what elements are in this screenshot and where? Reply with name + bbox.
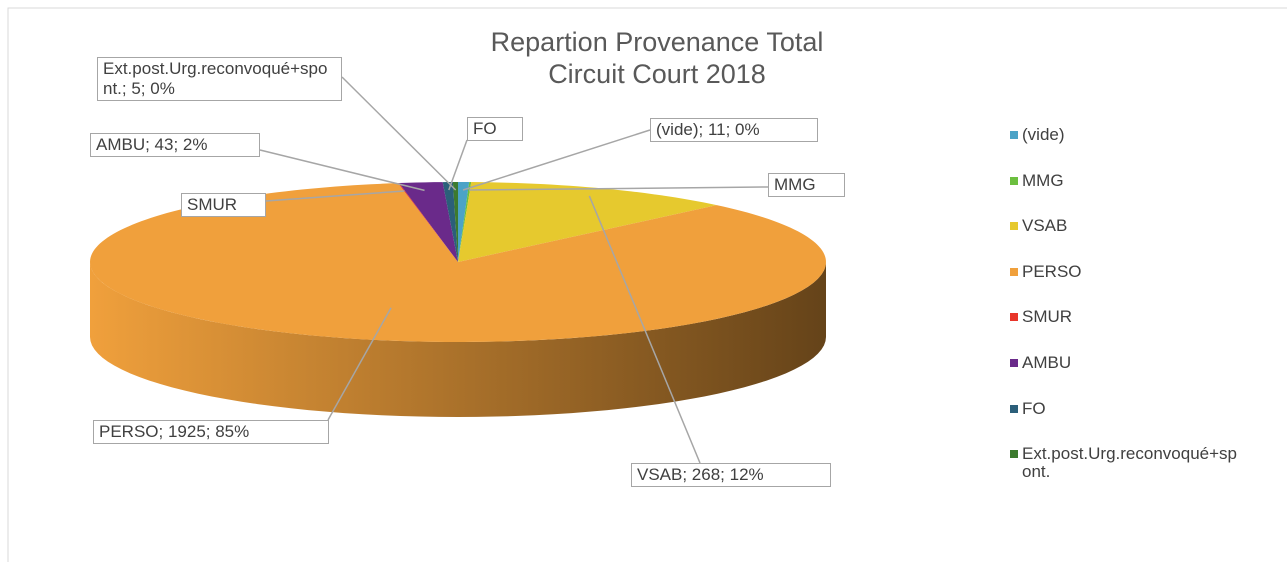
leader-line xyxy=(588,195,701,464)
legend-item: (vide) xyxy=(1010,126,1280,144)
legend-item: SMUR xyxy=(1010,308,1280,326)
legend-item: AMBU xyxy=(1010,354,1280,372)
pie-side xyxy=(90,262,826,417)
legend-swatch xyxy=(1010,313,1018,322)
legend-item: VSAB xyxy=(1010,217,1280,235)
legend-label: PERSO xyxy=(1022,261,1082,281)
leader-line xyxy=(448,139,468,191)
pie-slice xyxy=(442,182,458,262)
legend-label: VSAB xyxy=(1022,216,1068,236)
legend-item: MMG xyxy=(1010,170,1280,190)
chart-title: Repartion Provenance Total Circuit Court… xyxy=(490,27,824,89)
pie-slice xyxy=(458,182,717,262)
data-label: PERSO; 1925; 85% xyxy=(93,420,329,444)
legend-label: (vide) xyxy=(1022,125,1065,144)
data-label: SMUR xyxy=(181,193,266,217)
legend-item: FO xyxy=(1010,398,1280,418)
legend-swatch xyxy=(1010,404,1018,413)
leader-line xyxy=(259,149,425,192)
data-label: Ext.post.Urg.reconvoqué+spont.; 5; 0% xyxy=(97,57,342,101)
chart-frame xyxy=(7,7,1287,562)
leader-line xyxy=(462,129,651,191)
data-label: VSAB; 268; 12% xyxy=(631,463,831,487)
legend-item: PERSO xyxy=(1010,261,1280,281)
legend-label: FO xyxy=(1022,398,1046,418)
legend-swatch xyxy=(1010,176,1018,185)
leader-line xyxy=(341,76,457,191)
data-label: (vide); 11; 0% xyxy=(650,118,818,142)
pie-slice xyxy=(398,183,458,262)
pie-slice xyxy=(90,183,826,342)
legend-item: Ext.post.Urg.reconvoqué+spont. xyxy=(1010,445,1280,481)
data-label: AMBU; 43; 2% xyxy=(90,133,260,157)
legend-swatch xyxy=(1010,359,1018,367)
legend-swatch xyxy=(1010,267,1018,276)
legend-label: AMBU xyxy=(1022,353,1072,372)
leader-line xyxy=(469,186,769,191)
pie-slice xyxy=(452,182,458,262)
pie-slice xyxy=(399,182,458,262)
pie-slice xyxy=(458,182,470,262)
leader-line xyxy=(327,307,392,421)
legend-label: SMUR xyxy=(1022,307,1073,327)
legend-swatch xyxy=(1010,131,1018,139)
data-label: FO xyxy=(467,117,523,141)
legend-swatch xyxy=(1010,450,1018,459)
data-label: MMG xyxy=(768,173,845,197)
pie-slice xyxy=(458,182,472,262)
legend-swatch xyxy=(1010,222,1018,231)
legend-label: MMG xyxy=(1022,170,1064,190)
legend-label: Ext.post.Urg.reconvoqué+spont. xyxy=(1022,444,1237,482)
leader-line xyxy=(265,190,405,202)
